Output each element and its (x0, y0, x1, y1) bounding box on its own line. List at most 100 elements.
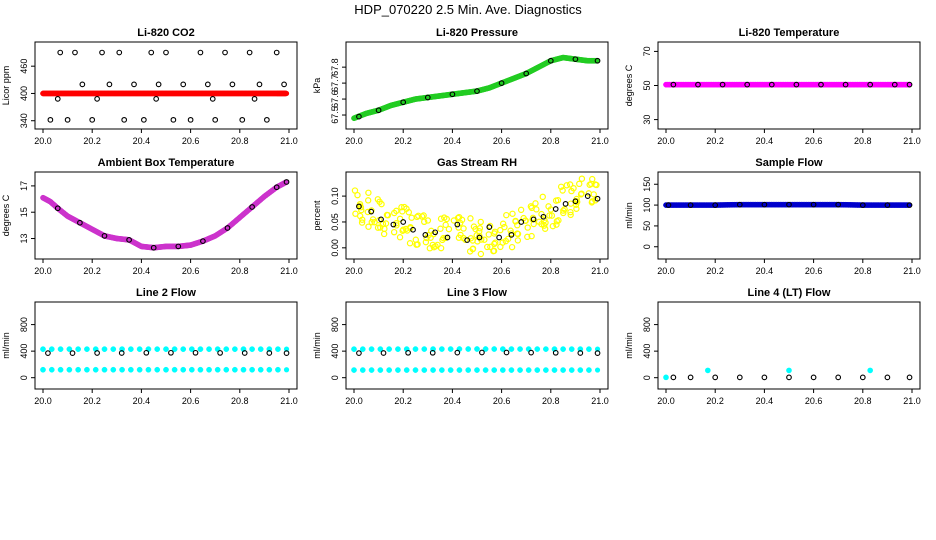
data-point (128, 366, 134, 373)
data-point (393, 222, 400, 229)
data-point (437, 244, 445, 252)
data-point (499, 367, 506, 373)
x-tick-label: 20.2 (394, 396, 412, 406)
data-point (406, 240, 414, 247)
data-point (437, 225, 444, 232)
data-point (514, 237, 522, 244)
data-point (810, 374, 817, 381)
data-point (412, 367, 419, 373)
data-point (562, 201, 569, 207)
plot-frame (34, 301, 298, 390)
x-tick-label: 20.6 (182, 396, 200, 406)
data-series-2 (47, 49, 287, 123)
data-point (663, 374, 669, 381)
chart-panel-2: Li-820 Pressure kPa 20.0 20.2 20.4 20.6 20.8 21… (312, 27, 609, 146)
data-point (396, 234, 404, 241)
y-tick-label: 67.8 (330, 58, 340, 76)
data-series-3 (45, 349, 290, 356)
data-point (525, 367, 532, 373)
data-point (148, 49, 155, 56)
data-point (535, 218, 543, 225)
data-point (273, 49, 280, 56)
data-point (377, 346, 384, 352)
data-point (395, 367, 401, 373)
data-point (528, 204, 535, 212)
data-point (542, 219, 549, 226)
data-point (197, 366, 204, 373)
data-point (563, 182, 570, 189)
x-tick-label: 20.4 (133, 266, 151, 276)
data-point (380, 230, 388, 238)
x-tick-label: 20.0 (34, 136, 52, 146)
data-point (393, 220, 400, 227)
data-point (437, 215, 445, 222)
data-point (508, 232, 515, 238)
x-tick-label: 20.4 (133, 396, 151, 406)
data-point (232, 346, 238, 353)
data-point (508, 346, 515, 352)
data-point (421, 367, 428, 373)
data-point (168, 349, 174, 356)
data-point (835, 374, 842, 381)
data-point (206, 346, 212, 353)
chart-title: Ambient Box Temperature (98, 157, 235, 169)
data-point (54, 96, 61, 102)
chart-title: Sample Flow (755, 157, 823, 169)
data-point (422, 232, 429, 238)
x-tick-label: 20.2 (83, 136, 101, 146)
data-point (578, 175, 586, 182)
data-point (499, 346, 506, 352)
data-point (445, 225, 453, 233)
x-tick-label: 20.2 (706, 396, 724, 406)
data-point (354, 191, 361, 199)
data-point (84, 366, 90, 373)
y-tick-label: 50 (642, 80, 652, 90)
x-tick-label: 20.0 (657, 136, 675, 146)
data-point (891, 81, 898, 88)
chart-title: Line 4 (LT) Flow (748, 287, 831, 299)
data-point (534, 367, 541, 373)
data-point (239, 116, 246, 123)
y-tick-label: 150 (642, 177, 652, 192)
x-tick-label: 20.6 (493, 266, 511, 276)
data-point (507, 227, 514, 234)
data-point (884, 202, 891, 208)
x-tick-label: 21.0 (903, 396, 921, 406)
data-point (442, 221, 449, 229)
data-series-1 (40, 90, 290, 97)
data-point (568, 187, 575, 195)
data-point (386, 346, 392, 352)
data-point (884, 374, 891, 381)
data-point (99, 49, 105, 56)
data-point (577, 350, 584, 356)
data-point (503, 349, 510, 356)
data-point (586, 346, 592, 352)
data-point (256, 81, 263, 88)
data-point (467, 215, 474, 222)
data-point (549, 222, 557, 230)
data-point (351, 346, 357, 353)
chart-title: Li-820 Pressure (436, 27, 518, 39)
x-tick-label: 20.0 (657, 266, 675, 276)
data-point (204, 81, 211, 88)
data-point (457, 219, 464, 227)
data-point (89, 116, 96, 123)
data-point (566, 181, 574, 188)
data-point (257, 366, 264, 373)
data-point (736, 374, 743, 381)
x-tick-label: 21.0 (591, 396, 609, 406)
chart-panel-7: Line 2 Flow ml/min 20.0 20.2 20.4 20.6 20.8 21.… (1, 287, 298, 406)
data-point (118, 350, 125, 356)
data-point (75, 346, 81, 353)
data-point (867, 367, 873, 374)
data-point (64, 116, 71, 123)
data-point (465, 367, 472, 373)
y-tick-label: 17 (19, 181, 29, 191)
x-tick-label: 20.4 (444, 396, 462, 406)
data-point (551, 367, 558, 373)
data-point (477, 218, 484, 226)
data-point (378, 200, 385, 208)
data-point (546, 212, 553, 219)
data-point (223, 366, 230, 373)
data-point (586, 367, 592, 373)
